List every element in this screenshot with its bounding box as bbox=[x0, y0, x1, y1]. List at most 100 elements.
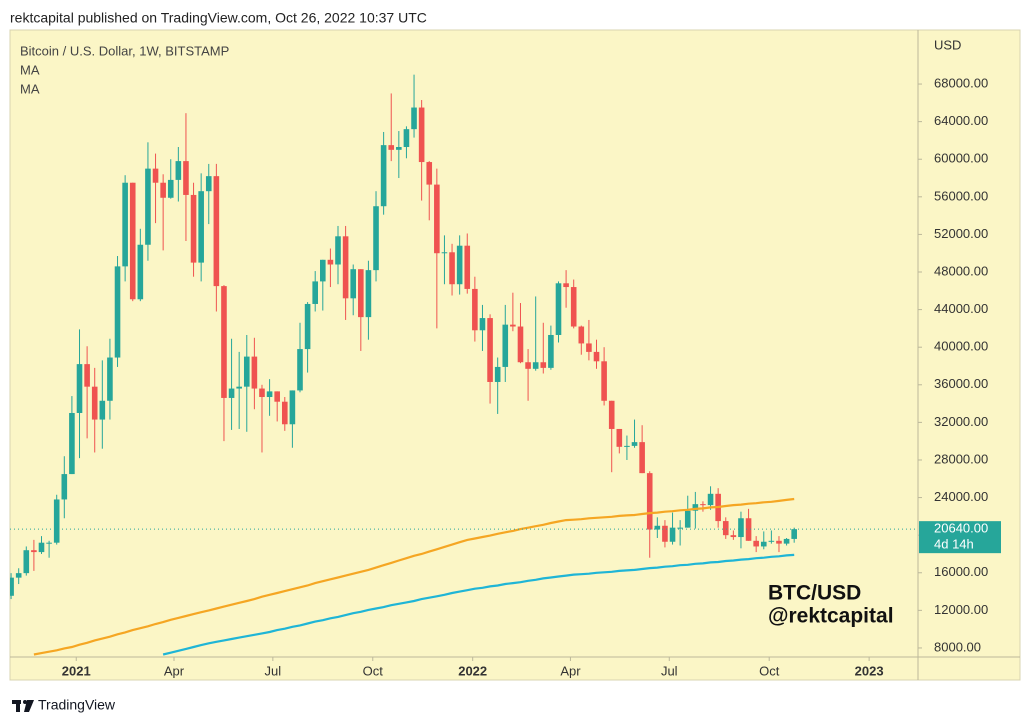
candle-body bbox=[411, 107, 417, 130]
bar-countdown: 4d 14h bbox=[934, 537, 974, 552]
candle-body bbox=[251, 356, 258, 389]
x-tick-label: 2023 bbox=[855, 663, 884, 678]
x-tick-label: 2021 bbox=[62, 663, 91, 678]
candle-body bbox=[266, 391, 273, 398]
candle-body bbox=[403, 129, 410, 148]
candle-body bbox=[532, 362, 539, 369]
y-tick-label: 16000.00 bbox=[934, 564, 988, 579]
candle-body bbox=[145, 168, 151, 245]
candle-body bbox=[464, 245, 471, 289]
y-tick-label: 64000.00 bbox=[934, 113, 988, 128]
candle-body bbox=[677, 527, 683, 529]
candle-body bbox=[380, 145, 387, 207]
candle-body bbox=[350, 269, 357, 299]
last-price-badge bbox=[919, 521, 1001, 554]
candle-body bbox=[76, 364, 83, 413]
candle-body bbox=[31, 550, 37, 553]
candle-body bbox=[213, 176, 220, 287]
candle-body bbox=[502, 324, 509, 367]
candle-body bbox=[662, 525, 668, 542]
candle-body bbox=[753, 540, 759, 547]
x-tick-label: Jul bbox=[265, 663, 282, 678]
candle-body bbox=[426, 162, 433, 185]
y-tick-label: 24000.00 bbox=[934, 489, 988, 504]
x-tick-label: Apr bbox=[560, 663, 581, 678]
y-tick-label: 12000.00 bbox=[934, 602, 988, 617]
candle-body bbox=[84, 364, 90, 387]
candle-body bbox=[46, 542, 52, 544]
candle-body bbox=[221, 286, 227, 398]
candle-body bbox=[738, 518, 744, 538]
candle-body bbox=[327, 259, 334, 265]
candle-body bbox=[183, 161, 189, 195]
y-tick-label: 8000.00 bbox=[934, 639, 981, 654]
candle-body bbox=[236, 386, 242, 389]
candle-body bbox=[152, 168, 159, 183]
candle-body bbox=[312, 281, 319, 304]
candle-body bbox=[335, 236, 341, 265]
candle-body bbox=[274, 391, 280, 402]
y-tick-label: 60000.00 bbox=[934, 151, 988, 166]
candle-body bbox=[555, 283, 562, 335]
y-tick-label: 32000.00 bbox=[934, 414, 988, 429]
annotation: BTC/USD bbox=[768, 582, 861, 605]
candle-body bbox=[396, 147, 402, 150]
candle-body bbox=[99, 400, 106, 420]
plot-area bbox=[10, 74, 797, 656]
candle-body bbox=[776, 540, 782, 544]
candle-body bbox=[624, 445, 630, 447]
candle-body bbox=[91, 386, 98, 420]
footer-brand: TradingView bbox=[38, 697, 116, 713]
candle-body bbox=[167, 179, 174, 198]
candle-body bbox=[700, 504, 706, 506]
candle-body bbox=[122, 182, 128, 267]
y-tick-label: 44000.00 bbox=[934, 301, 988, 316]
candle-body bbox=[228, 388, 235, 398]
candle-body bbox=[783, 538, 790, 544]
candle-body bbox=[578, 326, 585, 344]
candle-body bbox=[114, 266, 121, 358]
candle-body bbox=[548, 334, 554, 368]
candle-body bbox=[38, 542, 45, 553]
x-tick-label: Apr bbox=[164, 663, 185, 678]
currency-label: USD bbox=[934, 37, 961, 52]
candle-body bbox=[289, 390, 296, 425]
candle-body bbox=[517, 326, 524, 363]
candle-body bbox=[304, 303, 311, 350]
candle-body bbox=[205, 176, 212, 192]
symbol-title: Bitcoin / U.S. Dollar, 1W, BITSTAMP bbox=[20, 43, 229, 58]
candle-body bbox=[472, 288, 478, 331]
candle-body bbox=[608, 400, 615, 429]
candle-body bbox=[441, 252, 448, 254]
candle-body bbox=[243, 356, 250, 387]
candle-body bbox=[494, 366, 501, 382]
y-tick-label: 36000.00 bbox=[934, 376, 988, 391]
candle-body bbox=[722, 521, 729, 536]
candle-body bbox=[69, 412, 75, 475]
tradingview-logo bbox=[12, 700, 34, 712]
candle-body bbox=[692, 504, 699, 511]
candle-body bbox=[654, 525, 661, 530]
candle-body bbox=[61, 474, 68, 500]
y-tick-label: 40000.00 bbox=[934, 339, 988, 354]
candle-body bbox=[646, 473, 653, 530]
candle-body bbox=[707, 493, 714, 506]
candle-body bbox=[479, 318, 486, 331]
candle-body bbox=[487, 318, 493, 382]
candle-body bbox=[570, 287, 577, 327]
publish-header: rektcapital published on TradingView.com… bbox=[10, 10, 427, 26]
candle-body bbox=[342, 236, 349, 299]
candle-body bbox=[281, 401, 288, 425]
candle-body bbox=[510, 324, 516, 327]
candle-body bbox=[175, 161, 182, 180]
candle-body bbox=[107, 357, 113, 401]
candle-body bbox=[15, 573, 22, 578]
candle-body bbox=[434, 184, 440, 254]
candle-body bbox=[365, 270, 372, 318]
x-tick-label: Jul bbox=[661, 663, 678, 678]
candle-body bbox=[684, 510, 691, 528]
candle-body bbox=[418, 107, 425, 163]
last-price-label: 20640.00 bbox=[934, 521, 988, 536]
x-tick-label: 2022 bbox=[458, 663, 487, 678]
